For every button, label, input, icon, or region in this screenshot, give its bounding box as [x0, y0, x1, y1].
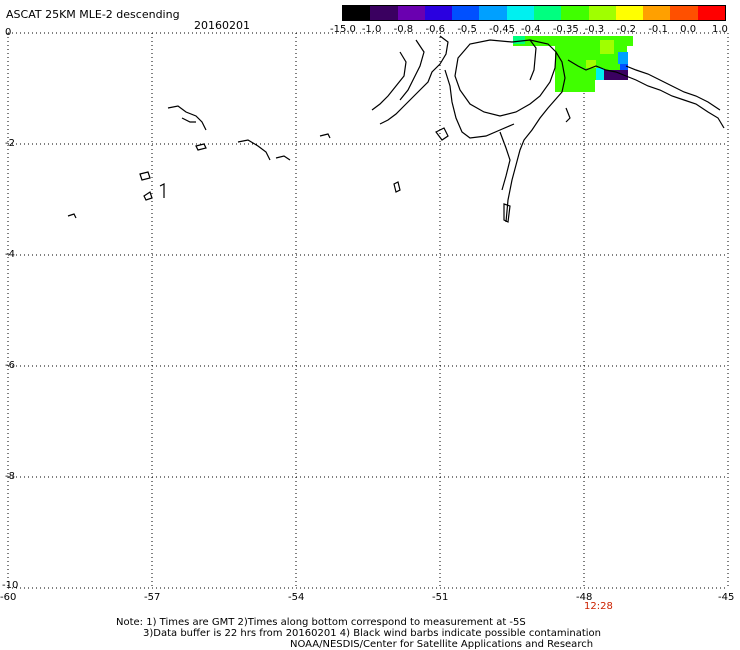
colorbar-label: -0.35: [552, 24, 579, 35]
colorbar-label: 0.0: [680, 24, 697, 35]
y-tick-2: -4: [5, 249, 15, 260]
colorbar-label: -0.45: [489, 24, 516, 35]
colorbar-label: -15.0: [330, 24, 356, 35]
x-tick-1: -57: [144, 592, 161, 603]
colorbar-swatch: [479, 6, 507, 20]
colorbar-swatch: [561, 6, 589, 20]
y-tick-5: -10: [2, 580, 19, 591]
x-tick-5: -45: [718, 592, 735, 603]
colorbar-swatch: [452, 6, 480, 20]
x-tick-0: -60: [0, 592, 17, 603]
colorbar-swatch: [370, 6, 398, 20]
colorbar-swatch: [615, 6, 644, 20]
colorbar-label: -0.1: [648, 24, 668, 35]
time-label: 12:28: [584, 601, 613, 612]
colorbar-swatch: [506, 6, 534, 20]
map-date: 20160201: [194, 19, 250, 32]
colorbar-label: 1.0: [712, 24, 728, 35]
colorbar-swatch: [397, 6, 425, 20]
coastlines: [67, 35, 725, 223]
colorbar-swatch: [643, 6, 671, 20]
y-tick-0: 0: [5, 27, 12, 38]
colorbar-label: -0.3: [584, 24, 605, 35]
colorbar-label: -0.8: [393, 24, 414, 35]
y-tick-4: -8: [5, 471, 15, 482]
colorbar: [342, 5, 726, 21]
data-swath: [513, 36, 633, 92]
colorbar-label: -0.5: [457, 24, 477, 35]
y-tick-1: -2: [5, 138, 15, 149]
colorbar-swatch: [588, 6, 616, 20]
colorbar-swatch: [343, 6, 371, 20]
colorbar-labels: -15.0 -1.0 -0.8 -0.6 -0.5 -0.45 -0.4 -0.35 -0.3-…: [330, 24, 736, 36]
x-tick-4: -48: [576, 592, 593, 603]
note-line-1: Note: 1) Times are GMT 2)Times along bot…: [116, 617, 526, 628]
colorbar-label: -0.6: [425, 24, 446, 35]
colorbar-swatch: [533, 6, 562, 20]
colorbar-swatch: [670, 6, 698, 20]
colorbar-label: -0.2: [616, 24, 637, 35]
colorbar-swatch: [697, 6, 725, 20]
colorbar-swatch: [424, 6, 453, 20]
note-line-2: 3)Data buffer is 22 hrs from 20160201 4)…: [143, 628, 601, 639]
x-tick-3: -51: [432, 592, 449, 603]
colorbar-label: -0.4: [521, 24, 541, 35]
map-title: ASCAT 25KM MLE-2 descending: [6, 8, 180, 21]
y-tick-3: -6: [5, 360, 15, 371]
x-tick-2: -54: [288, 592, 305, 603]
colorbar-label: -1.0: [361, 24, 382, 35]
note-line-3: NOAA/NESDIS/Center for Satellite Applica…: [290, 639, 594, 650]
grid-lines: [7, 32, 729, 589]
